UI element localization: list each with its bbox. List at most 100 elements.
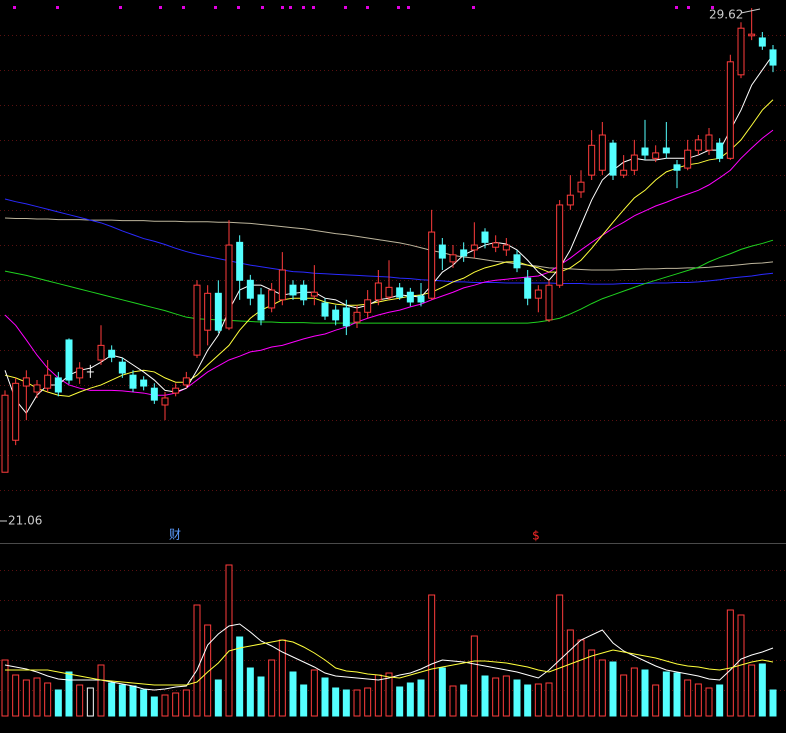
candle-body <box>662 147 670 154</box>
candle-body <box>342 307 350 327</box>
max-pointer <box>740 8 761 14</box>
volume-bar <box>236 636 244 717</box>
signal-dot <box>119 6 122 9</box>
volume-bar <box>588 649 596 717</box>
volume-bar <box>598 659 606 717</box>
candle-body <box>673 164 681 171</box>
ma-line <box>4 217 774 271</box>
volume-bar <box>641 669 649 717</box>
candle-body <box>225 244 233 329</box>
signal-dots <box>13 6 714 9</box>
volume-bar <box>342 689 350 717</box>
volume-bar <box>428 594 436 717</box>
signal-dot <box>13 6 16 9</box>
signal-dot <box>312 6 315 9</box>
volume-bar <box>172 692 180 717</box>
candle-body <box>310 291 318 297</box>
volume-bar <box>716 684 724 717</box>
volume-bar <box>161 694 169 717</box>
candle-body <box>129 374 137 389</box>
volume-bar <box>694 683 702 717</box>
volume-bar <box>556 594 564 717</box>
annotation: 财 <box>169 528 181 542</box>
candle-body <box>12 382 20 441</box>
volume-bar <box>406 682 414 717</box>
candle-body <box>449 254 457 263</box>
volume-bar <box>630 667 638 717</box>
signal-dot <box>397 6 400 9</box>
volume-bar <box>268 659 276 717</box>
volume-bar <box>278 639 286 717</box>
signal-dot <box>281 6 284 9</box>
signal-dot <box>407 6 410 9</box>
candle-body <box>108 349 116 358</box>
volume-bar <box>577 639 585 717</box>
candle-body <box>161 397 169 406</box>
volume-bar <box>662 671 670 717</box>
annotation: $ <box>532 529 540 543</box>
volume-bar <box>364 687 372 717</box>
volume-bar <box>97 664 105 717</box>
volume-bar <box>396 686 404 717</box>
candle-body <box>353 311 361 323</box>
signal-dot <box>302 6 305 9</box>
candle-body <box>150 387 158 401</box>
candle-body <box>289 284 297 296</box>
signal-dot <box>159 6 162 9</box>
candle-body <box>1 394 9 473</box>
volume-bar <box>193 604 201 717</box>
grid-pattern <box>0 30 786 520</box>
candle-body <box>406 291 414 303</box>
candle-body <box>513 254 521 269</box>
candle-body <box>726 61 734 159</box>
volume-bar <box>300 684 308 717</box>
volume-bar <box>33 677 41 717</box>
volume-bar <box>54 689 62 717</box>
volume-bar <box>118 684 126 717</box>
candle-body <box>428 231 436 299</box>
volume-bar <box>609 661 617 717</box>
candle-body <box>598 134 606 171</box>
signal-dot <box>687 6 690 9</box>
volume-bar <box>502 675 510 717</box>
signal-dot <box>261 6 264 9</box>
volume-bar <box>321 677 329 717</box>
candle-body <box>417 295 425 303</box>
candle-body <box>76 367 84 379</box>
volume-bar <box>76 684 84 717</box>
candle-body <box>278 269 286 301</box>
candle-body <box>545 284 553 321</box>
candle-body <box>257 294 265 321</box>
candle-body <box>705 134 713 151</box>
volume-bar <box>140 689 148 717</box>
candle-body <box>758 37 766 47</box>
candle-body <box>481 231 489 243</box>
volume-bar <box>310 669 318 717</box>
ma-line <box>4 623 774 691</box>
ma-line <box>4 239 774 324</box>
volume-bar <box>108 682 116 717</box>
candle-body <box>97 344 105 361</box>
candle-body <box>534 289 542 299</box>
signal-dot <box>56 6 59 9</box>
candle-body <box>630 154 638 171</box>
ma-line <box>4 129 774 396</box>
candle-body <box>438 244 446 259</box>
candle-body <box>460 249 468 257</box>
volume-bar <box>492 677 500 717</box>
volume-bar <box>417 679 425 717</box>
volume-bar <box>438 667 446 717</box>
candle-body <box>748 33 756 37</box>
volume-bar <box>332 687 340 717</box>
candle-body <box>470 244 478 251</box>
candle-body <box>332 309 340 321</box>
candle-body <box>769 49 777 66</box>
volume-bar <box>225 564 233 717</box>
candle-body <box>22 377 30 387</box>
volume-bar <box>652 684 660 717</box>
volume-bar <box>65 671 73 717</box>
candle-body <box>385 286 393 298</box>
ma-lines <box>4 54 774 414</box>
signal-dot <box>366 6 369 9</box>
volumes <box>1 564 777 717</box>
